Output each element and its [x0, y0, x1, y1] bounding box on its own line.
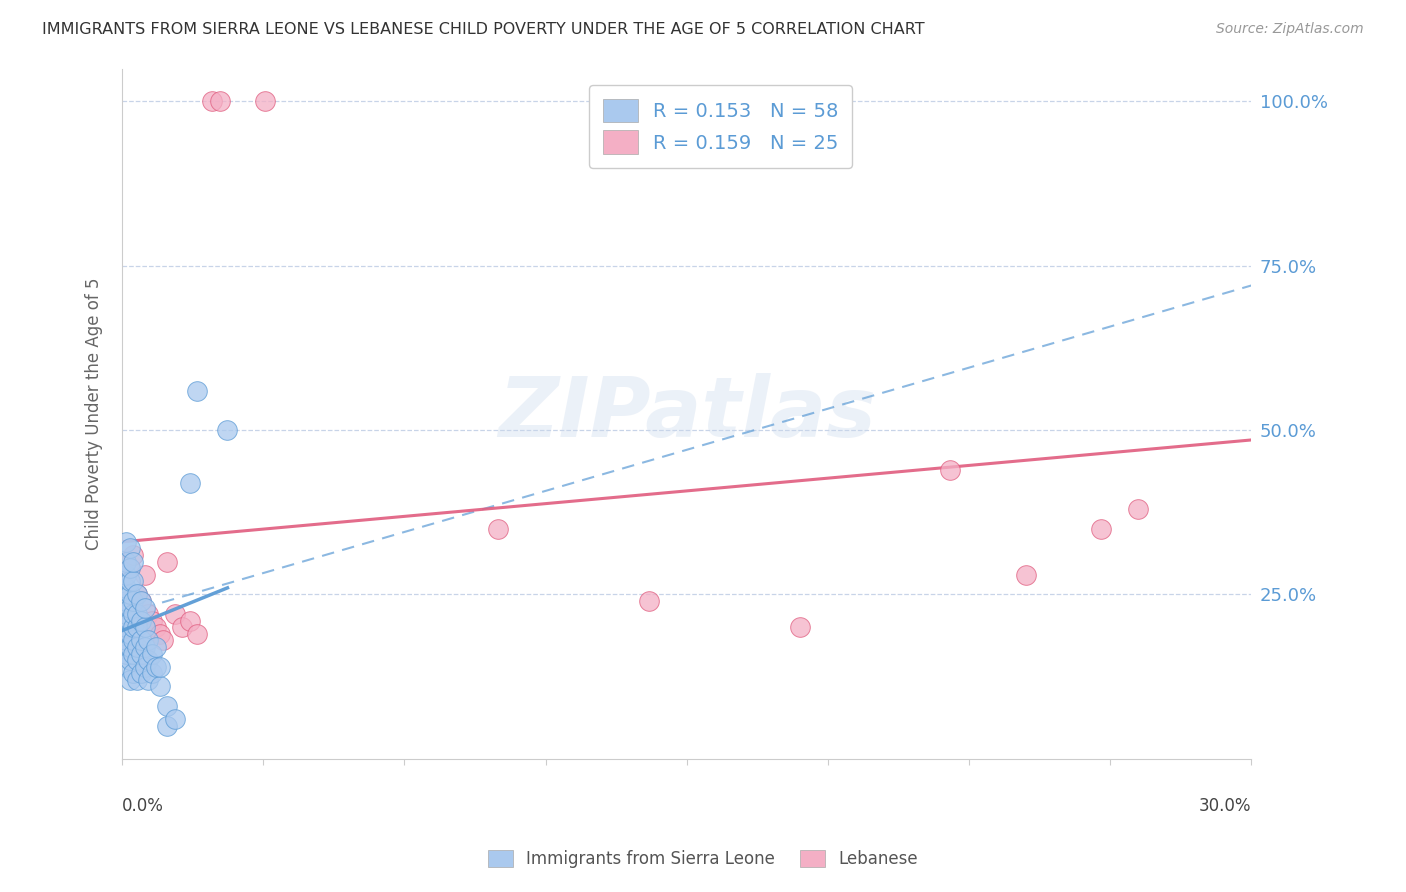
Point	[141, 614, 163, 628]
Point	[122, 594, 145, 608]
Point	[122, 574, 145, 589]
Point	[138, 633, 160, 648]
Point	[114, 581, 136, 595]
Point	[127, 587, 149, 601]
Point	[129, 633, 152, 648]
Point	[149, 627, 172, 641]
Point	[138, 607, 160, 622]
Point	[172, 620, 194, 634]
Point	[118, 561, 141, 575]
Point	[114, 555, 136, 569]
Point	[127, 653, 149, 667]
Point	[114, 567, 136, 582]
Point	[118, 600, 141, 615]
Point	[134, 640, 156, 654]
Point	[488, 522, 510, 536]
Point	[1014, 567, 1036, 582]
Point	[118, 640, 141, 654]
Point	[127, 673, 149, 687]
Point	[118, 627, 141, 641]
Point	[163, 607, 186, 622]
Point	[127, 620, 149, 634]
Point	[939, 462, 962, 476]
Point	[127, 607, 149, 622]
Point	[152, 633, 174, 648]
Point	[145, 659, 167, 673]
Point	[145, 620, 167, 634]
Point	[122, 620, 145, 634]
Point	[122, 647, 145, 661]
Legend: Immigrants from Sierra Leone, Lebanese: Immigrants from Sierra Leone, Lebanese	[481, 843, 925, 875]
Point	[201, 95, 224, 109]
Point	[118, 653, 141, 667]
Text: Source: ZipAtlas.com: Source: ZipAtlas.com	[1216, 22, 1364, 37]
Point	[1090, 522, 1112, 536]
Point	[118, 673, 141, 687]
Point	[114, 534, 136, 549]
Point	[145, 640, 167, 654]
Point	[217, 423, 239, 437]
Point	[129, 594, 152, 608]
Point	[118, 541, 141, 556]
Point	[163, 712, 186, 726]
Point	[186, 627, 208, 641]
Point	[186, 384, 208, 398]
Point	[127, 587, 149, 601]
Point	[129, 647, 152, 661]
Point	[114, 594, 136, 608]
Point	[114, 659, 136, 673]
Text: IMMIGRANTS FROM SIERRA LEONE VS LEBANESE CHILD POVERTY UNDER THE AGE OF 5 CORREL: IMMIGRANTS FROM SIERRA LEONE VS LEBANESE…	[42, 22, 925, 37]
Text: 30.0%: 30.0%	[1199, 797, 1251, 814]
Point	[129, 614, 152, 628]
Point	[156, 699, 179, 714]
Point	[179, 614, 201, 628]
Point	[114, 607, 136, 622]
Point	[114, 647, 136, 661]
Point	[138, 653, 160, 667]
Point	[141, 666, 163, 681]
Point	[122, 555, 145, 569]
Point	[138, 673, 160, 687]
Point	[118, 587, 141, 601]
Point	[208, 95, 231, 109]
Point	[129, 666, 152, 681]
Text: 0.0%: 0.0%	[122, 797, 165, 814]
Point	[122, 633, 145, 648]
Point	[122, 548, 145, 562]
Point	[156, 719, 179, 733]
Point	[129, 594, 152, 608]
Point	[118, 614, 141, 628]
Point	[114, 633, 136, 648]
Point	[789, 620, 811, 634]
Legend: R = 0.153   N = 58, R = 0.159   N = 25: R = 0.153 N = 58, R = 0.159 N = 25	[589, 85, 852, 168]
Point	[122, 607, 145, 622]
Point	[156, 555, 179, 569]
Point	[114, 620, 136, 634]
Point	[134, 659, 156, 673]
Point	[118, 574, 141, 589]
Point	[149, 680, 172, 694]
Point	[149, 659, 172, 673]
Point	[134, 600, 156, 615]
Point	[638, 594, 661, 608]
Point	[179, 475, 201, 490]
Point	[118, 561, 141, 575]
Point	[122, 666, 145, 681]
Y-axis label: Child Poverty Under the Age of 5: Child Poverty Under the Age of 5	[86, 277, 103, 549]
Point	[134, 567, 156, 582]
Point	[127, 640, 149, 654]
Point	[141, 647, 163, 661]
Text: ZIPatlas: ZIPatlas	[498, 373, 876, 454]
Point	[254, 95, 277, 109]
Point	[134, 620, 156, 634]
Point	[1128, 502, 1150, 516]
